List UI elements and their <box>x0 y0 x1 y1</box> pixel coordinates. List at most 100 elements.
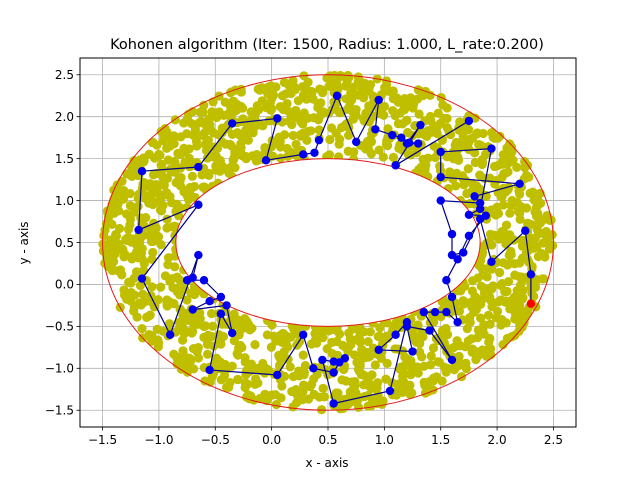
neuron-point <box>188 273 197 282</box>
sample-point <box>219 370 230 381</box>
sample-point <box>153 232 164 242</box>
sample-point <box>131 267 142 277</box>
sample-point <box>137 253 147 263</box>
sample-point <box>364 138 374 148</box>
sample-point <box>372 392 382 403</box>
sample-point <box>336 107 347 117</box>
sample-point <box>276 354 286 364</box>
sample-point <box>200 376 210 386</box>
sample-point <box>441 324 451 334</box>
sample-point <box>357 82 367 92</box>
sample-point <box>467 179 477 189</box>
neuron-point <box>391 161 400 170</box>
sample-point <box>281 89 291 99</box>
sample-point <box>241 125 251 135</box>
x-tick-label: 2.5 <box>544 433 563 447</box>
sample-point <box>378 152 388 162</box>
sample-point <box>314 392 325 402</box>
sample-point <box>257 96 267 106</box>
sample-point <box>205 120 215 130</box>
sample-point <box>100 258 110 268</box>
sample-point <box>398 371 408 381</box>
sample-point <box>366 113 376 123</box>
sample-point <box>236 84 246 94</box>
sample-point <box>388 94 398 104</box>
sample-point <box>263 365 273 375</box>
sample-point <box>199 128 210 138</box>
y-tick-label: −0.5 <box>45 320 74 334</box>
y-tick-label: 2.0 <box>55 110 74 124</box>
sample-point <box>200 139 210 149</box>
sample-point <box>225 377 235 388</box>
y-tick-label: 0.5 <box>55 236 74 250</box>
neuron-point <box>227 119 237 128</box>
neuron-point <box>487 257 496 266</box>
sample-point <box>141 194 151 204</box>
sample-point <box>276 393 286 403</box>
sample-point <box>395 108 405 118</box>
neuron-point <box>137 274 147 283</box>
sample-point <box>332 79 342 89</box>
sample-point <box>147 297 157 307</box>
neuron-point <box>391 330 400 339</box>
sample-point <box>250 108 261 119</box>
neuron-point <box>475 198 485 208</box>
sample-point <box>127 252 137 262</box>
sample-point <box>421 160 431 170</box>
sample-point <box>169 349 179 359</box>
sample-point <box>353 72 363 82</box>
sample-point <box>207 331 217 342</box>
sample-point <box>540 252 550 262</box>
sample-point <box>523 254 533 265</box>
neuron-point <box>314 135 324 145</box>
sample-point <box>312 325 322 336</box>
sample-point <box>298 350 308 360</box>
sample-point <box>204 170 214 181</box>
sample-point <box>299 108 309 118</box>
sample-point <box>118 194 129 204</box>
neuron-point <box>309 364 318 373</box>
sample-point <box>532 201 543 211</box>
neuron-point <box>318 355 327 365</box>
neuron-point <box>351 137 361 147</box>
neuron-point <box>388 130 397 140</box>
neuron-point <box>273 370 282 380</box>
sample-point <box>199 182 209 192</box>
sample-point <box>507 332 517 342</box>
sample-point <box>135 237 145 247</box>
sample-point <box>335 134 345 144</box>
neuron-point <box>332 91 342 100</box>
sample-point <box>139 153 149 163</box>
sample-point <box>109 256 119 267</box>
y-tick-label: 1.0 <box>55 194 74 208</box>
neurons-layer <box>134 91 536 408</box>
sample-point <box>517 314 527 324</box>
sample-point <box>355 360 365 370</box>
y-tick-label: 2.5 <box>55 68 74 82</box>
sample-point <box>349 350 360 360</box>
sample-point <box>370 380 380 390</box>
sample-point <box>151 179 161 190</box>
sample-point <box>221 139 231 149</box>
sample-point <box>209 341 219 351</box>
sample-point <box>164 319 175 329</box>
sample-point <box>352 334 362 345</box>
neuron-point <box>261 156 271 165</box>
neuron-point <box>216 309 226 318</box>
sample-point <box>527 233 537 243</box>
neuron-point <box>188 305 197 314</box>
sample-point <box>325 134 335 145</box>
neuron-point <box>329 368 338 377</box>
sample-point <box>514 272 524 282</box>
sample-point <box>437 376 447 386</box>
sample-point <box>232 349 242 359</box>
sample-point <box>477 154 487 165</box>
sample-point <box>170 262 180 272</box>
sample-point <box>165 191 175 202</box>
sample-point <box>114 239 124 250</box>
sample-point <box>267 136 277 146</box>
sample-point <box>299 380 309 390</box>
y-axis-label: y - axis <box>17 221 31 264</box>
sample-point <box>129 155 139 166</box>
